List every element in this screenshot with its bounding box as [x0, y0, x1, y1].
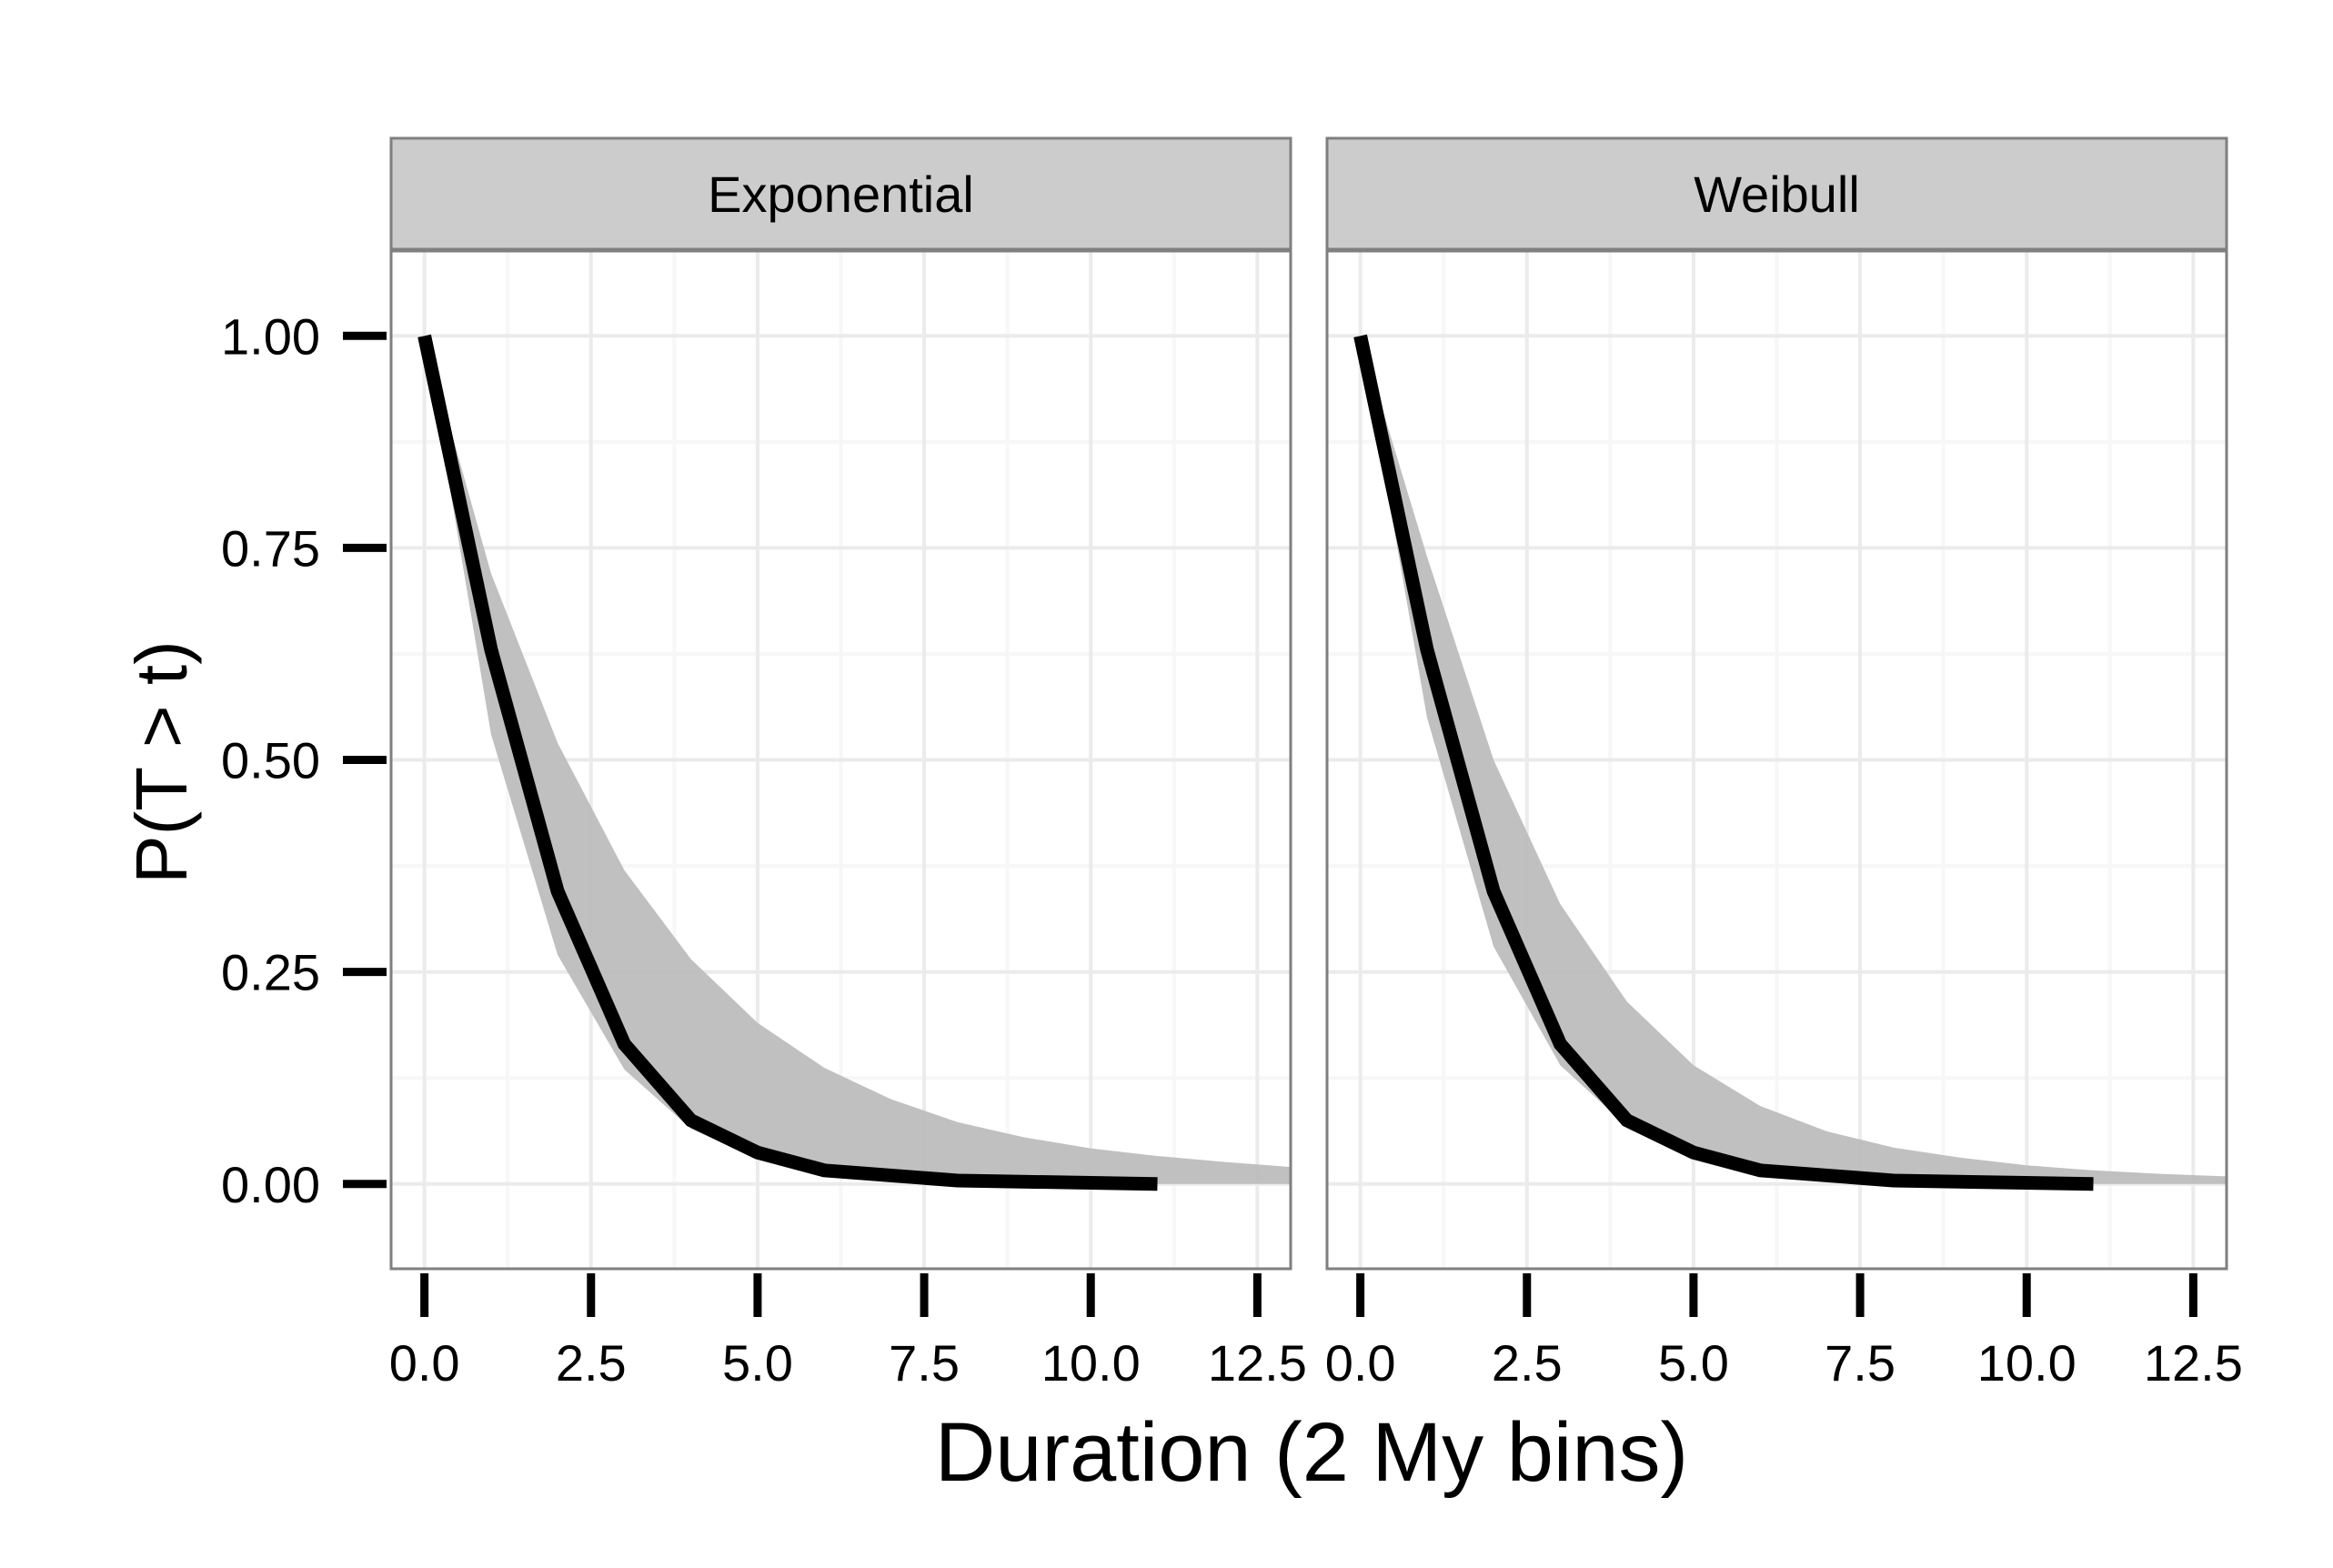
- x-tick-label: 7.5: [1825, 1334, 1896, 1392]
- facet-panels: Exponential 0.0 2.5 5.0 7.5 10.0 12.5 Weibull 0.…: [389, 136, 2243, 1392]
- strip-background: [1325, 136, 2228, 251]
- x-tick-label: 5.0: [722, 1334, 793, 1392]
- x-tick-label: 7.5: [889, 1334, 960, 1392]
- x-axis-title: Duration (2 My bins): [935, 1406, 1688, 1499]
- panel-border: [389, 249, 1292, 1271]
- x-tick-label: 0.0: [1325, 1334, 1396, 1392]
- y-axis: 0.00 0.25 0.50 0.75 1.00: [221, 307, 387, 1213]
- y-tick-label: 0.25: [221, 944, 320, 1001]
- simulated-survival-band: [424, 336, 1291, 1184]
- x-tick-label: 0.0: [389, 1334, 460, 1392]
- y-tick-label: 0.50: [221, 732, 320, 789]
- simulated-survival-band: [1360, 336, 2227, 1184]
- x-tick-label: 12.5: [2144, 1334, 2243, 1392]
- strip-label: Weibull: [1694, 166, 1860, 223]
- panel-border: [1325, 249, 2228, 1271]
- y-tick-label: 0.00: [221, 1156, 320, 1213]
- x-tick-label: 2.5: [1492, 1334, 1563, 1392]
- panel-plot-area: [417, 334, 1291, 1191]
- facet-panel-2: Weibull 0.0 2.5 5.0 7.5 10.0 12.5: [1325, 136, 2243, 1392]
- panel-plot-area: [1353, 334, 2227, 1191]
- facet-panel-1: Exponential 0.0 2.5 5.0 7.5 10.0 12.5: [389, 136, 1307, 1392]
- strip-background: [389, 136, 1292, 251]
- x-tick-label: 10.0: [1041, 1334, 1141, 1392]
- observed-survival-line: [417, 334, 1158, 1191]
- x-tick-label: 12.5: [1208, 1334, 1307, 1392]
- y-tick-label: 0.75: [221, 519, 320, 577]
- x-tick-label: 2.5: [556, 1334, 627, 1392]
- observed-survival-line: [1353, 334, 2094, 1191]
- strip-label: Exponential: [708, 166, 974, 223]
- x-tick-label: 5.0: [1658, 1334, 1729, 1392]
- y-axis-title: P(T > t): [121, 640, 202, 883]
- x-tick-label: 10.0: [1977, 1334, 2077, 1392]
- y-tick-label: 1.00: [221, 307, 320, 365]
